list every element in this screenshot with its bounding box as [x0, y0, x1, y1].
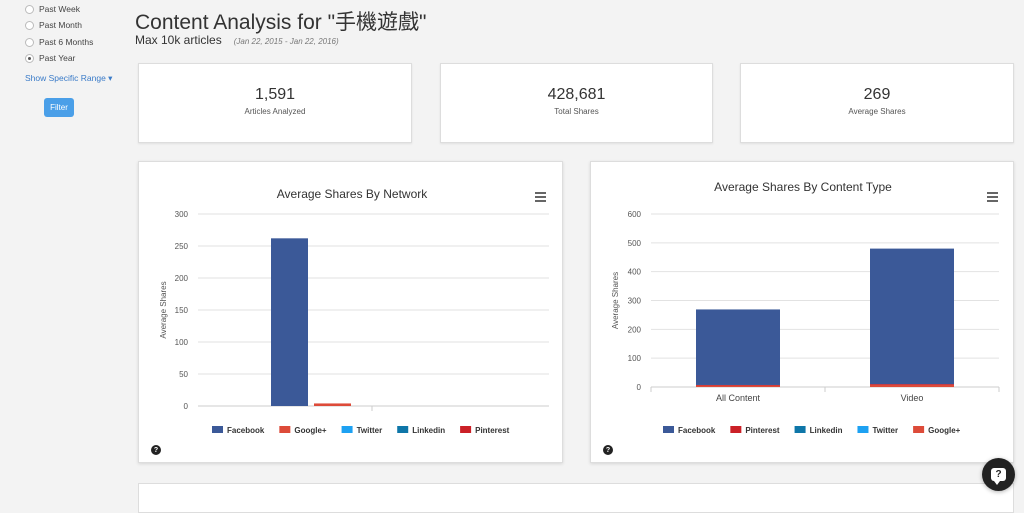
time-option-label: Past Year [39, 53, 76, 63]
time-option-label: Past Week [39, 4, 80, 14]
bar-pinterest-all-content [696, 384, 780, 386]
time-option-label: Past Month [39, 20, 82, 30]
legend-swatch [730, 426, 742, 433]
x-tick-label: Video [901, 393, 924, 403]
y-tick-label: 400 [628, 268, 642, 277]
chat-button[interactable]: ? [982, 458, 1015, 491]
legend-swatch [212, 426, 223, 433]
radio-icon[interactable] [25, 20, 34, 30]
help-chat-icon: ? [991, 468, 1006, 485]
legend-swatch [341, 426, 353, 433]
legend-label: Linkedin [412, 426, 445, 435]
y-tick-label: 150 [175, 306, 189, 315]
legend-swatch [397, 426, 409, 433]
stat-card-total-shares: 428,681 Total Shares [440, 63, 713, 143]
max-articles-text: Max 10k articles [135, 33, 222, 47]
show-specific-range-link[interactable]: Show Specific Range ▾ [25, 73, 112, 84]
y-tick-label: 500 [628, 239, 642, 248]
y-tick-label: 300 [628, 297, 642, 306]
y-tick-label: 200 [175, 274, 189, 283]
radio-icon[interactable] [25, 4, 34, 14]
legend-label: Google+ [294, 426, 327, 435]
legend-label: Linkedin [810, 426, 843, 435]
chart-card-network: Average Shares By Network 0 50 100 150 200 250… [138, 161, 563, 463]
radio-icon[interactable] [25, 37, 34, 47]
bar-facebook-all-content [696, 309, 780, 385]
legend-swatch [913, 426, 925, 433]
stat-label: Total Shares [554, 107, 599, 116]
y-tick-label: 50 [179, 370, 188, 379]
page-subtitle: Max 10k articles (Jan 22, 2015 - Jan 22, … [135, 33, 339, 47]
y-tick-label: 200 [628, 325, 642, 334]
bar-facebook-video [870, 248, 954, 385]
next-section-card [138, 483, 1014, 513]
chart-title: Average Shares By Content Type [714, 180, 892, 194]
stat-label: Average Shares [848, 107, 906, 116]
stat-value: 1,591 [254, 86, 296, 103]
bar-google [314, 403, 351, 406]
x-tick-label: All Content [716, 393, 761, 403]
y-tick-label: 600 [628, 210, 642, 219]
chart-menu-icon[interactable] [535, 192, 546, 202]
legend-label: Google+ [928, 426, 961, 435]
bar-pinterest-video [870, 384, 954, 385]
y-tick-label: 300 [175, 210, 189, 219]
legend-label: Facebook [227, 426, 265, 435]
stat-label: Articles Analyzed [244, 107, 306, 116]
time-option-past-year[interactable]: Past Year [25, 53, 75, 63]
legend-label: Pinterest [475, 426, 510, 435]
content-type-bar-chart: Average Shares By Content Type 0 100 200 300… [611, 180, 1000, 435]
legend-label: Pinterest [745, 426, 780, 435]
main-content: Content Analysis for "手機遊戲" Max 10k arti… [124, 0, 1024, 501]
bar-google-video [870, 384, 954, 387]
time-option-past-week[interactable]: Past Week [25, 4, 80, 14]
legend-swatch [460, 426, 472, 433]
bar-facebook [271, 238, 308, 406]
page-title: Content Analysis for "手機遊戲" [135, 11, 427, 34]
network-bar-chart: Average Shares By Network 0 50 100 150 200 250… [159, 187, 549, 435]
sidebar: Past Week Past Month Past 6 Months Past … [0, 0, 124, 501]
range-link-label: Show Specific Range [25, 73, 106, 83]
stat-value: 428,681 [547, 86, 606, 103]
y-tick-label: 0 [637, 383, 642, 392]
stat-card-articles: 1,591 Articles Analyzed [138, 63, 412, 143]
y-tick-label: 250 [175, 242, 189, 251]
legend-swatch [794, 426, 806, 433]
time-option-past-month[interactable]: Past Month [25, 20, 82, 30]
y-tick-label: 0 [184, 402, 189, 411]
help-icon[interactable]: ? [603, 445, 613, 455]
stat-value: 269 [863, 86, 891, 103]
radio-icon[interactable] [25, 53, 34, 63]
legend-swatch [857, 426, 869, 433]
stat-card-average-shares: 269 Average Shares [740, 63, 1014, 143]
chart-menu-icon[interactable] [987, 192, 998, 202]
legend-label: Twitter [357, 426, 383, 435]
y-axis-label: Average Shares [159, 281, 168, 338]
filter-button[interactable]: Filter [44, 98, 74, 117]
time-option-label: Past 6 Months [39, 37, 94, 47]
chart-card-content-type: Average Shares By Content Type 0 100 200 300… [590, 161, 1014, 463]
bar-google-all-content [696, 385, 780, 387]
legend-label: Twitter [872, 426, 898, 435]
caret-down-icon: ▾ [108, 73, 113, 83]
y-tick-label: 100 [175, 338, 189, 347]
y-axis-label: Average Shares [611, 272, 620, 329]
time-option-past-6-months[interactable]: Past 6 Months [25, 37, 93, 47]
legend-swatch [663, 426, 674, 433]
help-icon[interactable]: ? [151, 445, 161, 455]
y-tick-label: 100 [628, 354, 642, 363]
legend-label: Facebook [678, 426, 716, 435]
chart-title: Average Shares By Network [277, 187, 429, 201]
legend-swatch [279, 426, 291, 433]
date-range: (Jan 22, 2015 - Jan 22, 2016) [233, 37, 339, 46]
